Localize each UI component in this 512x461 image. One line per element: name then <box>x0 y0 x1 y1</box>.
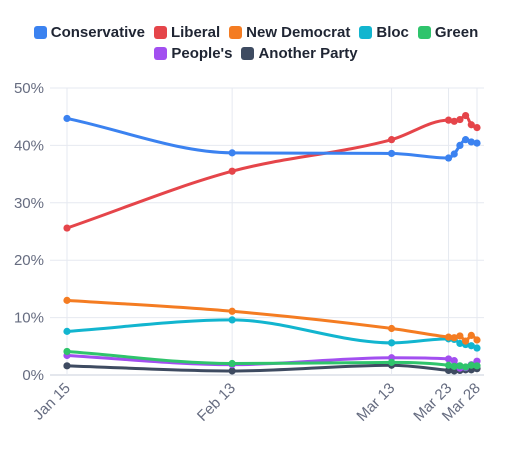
y-tick-label: 50% <box>14 80 44 97</box>
legend-swatch-bloc <box>359 26 373 39</box>
data-point-bloc <box>467 342 475 350</box>
data-point-bloc <box>63 327 71 335</box>
x-tick-label: Jan 15 <box>30 380 74 424</box>
data-point-conservative <box>473 139 481 147</box>
data-point-liberal <box>456 115 464 124</box>
y-tick-label: 0% <box>22 367 44 384</box>
y-tick-label: 20% <box>14 252 44 269</box>
data-point-bloc <box>387 339 396 347</box>
legend-item-peoples[interactable]: People's <box>154 43 232 64</box>
series-conservative <box>63 114 481 162</box>
legend-label-conservative: Conservative <box>50 24 145 41</box>
legend-swatch-new-democrat <box>229 26 243 39</box>
legend-item-another-party[interactable]: Another Party <box>241 43 358 64</box>
data-point-liberal <box>387 136 396 144</box>
y-tick-label: 30% <box>14 195 44 212</box>
series-line-new-democrat <box>65 298 479 343</box>
data-point-green <box>467 361 475 369</box>
series-line-liberal <box>65 114 479 230</box>
data-point-people-s <box>444 355 453 363</box>
data-point-new-democrat <box>450 334 458 342</box>
legend-item-new-democrat[interactable]: New Democrat <box>229 22 350 43</box>
data-point-green <box>462 363 470 371</box>
x-tick-label: Feb 13 <box>194 380 239 425</box>
series-line-another-party <box>65 363 479 373</box>
legend-row-2: People's Another Party <box>0 43 512 64</box>
series-new-democrat <box>63 296 481 345</box>
legend-item-green[interactable]: Green <box>417 22 479 43</box>
data-point-green <box>387 358 396 366</box>
legend-swatch-liberal <box>153 26 167 39</box>
data-point-conservative <box>467 138 475 146</box>
legend-label-bloc: Bloc <box>376 24 409 41</box>
legend-swatch-green <box>417 26 431 39</box>
data-point-conservative <box>456 141 464 149</box>
data-point-green <box>444 361 453 369</box>
data-point-new-democrat <box>456 332 464 340</box>
data-point-new-democrat <box>462 337 470 345</box>
data-point-another-party <box>63 362 71 370</box>
data-point-new-democrat <box>387 324 396 333</box>
data-point-liberal <box>450 117 458 125</box>
data-point-green <box>450 362 458 370</box>
data-point-new-democrat <box>228 307 236 315</box>
data-point-new-democrat <box>63 296 71 304</box>
legend-label-new-democrat: New Democrat <box>246 24 351 41</box>
data-point-another-party <box>444 366 453 375</box>
data-point-bloc <box>473 344 481 352</box>
series-line-conservative <box>65 116 479 160</box>
data-point-green <box>63 347 71 356</box>
data-point-conservative <box>228 149 236 157</box>
data-point-bloc <box>228 316 236 324</box>
data-point-people-s <box>450 357 458 365</box>
data-point-conservative <box>450 150 458 158</box>
data-point-green <box>228 359 236 368</box>
legend-label-peoples: People's <box>171 45 233 62</box>
legend-label-another-party: Another Party <box>258 45 358 62</box>
legend-row-1: Conservative Liberal New Democrat Bloc G… <box>0 22 512 43</box>
data-point-conservative <box>63 114 71 123</box>
data-point-new-democrat <box>467 331 475 339</box>
series-line-bloc <box>65 318 479 350</box>
data-point-new-democrat <box>473 336 481 344</box>
data-point-green <box>473 362 481 370</box>
legend-label-green: Green <box>434 24 479 41</box>
data-point-another-party <box>228 367 236 375</box>
data-point-liberal <box>63 224 71 232</box>
data-point-green <box>456 362 464 370</box>
data-point-bloc <box>456 339 464 348</box>
x-tick-label: Mar 13 <box>353 380 398 425</box>
y-tick-label: 10% <box>14 310 44 327</box>
data-point-conservative <box>387 149 396 158</box>
data-point-conservative <box>462 136 470 144</box>
legend-swatch-another-party <box>241 47 255 60</box>
data-point-liberal <box>228 167 236 175</box>
legend-swatch-peoples <box>154 47 168 60</box>
data-point-liberal <box>467 121 475 129</box>
legend-item-liberal[interactable]: Liberal <box>153 22 221 43</box>
data-point-liberal <box>444 116 453 124</box>
series-liberal <box>63 111 481 232</box>
data-point-new-democrat <box>444 333 453 341</box>
chart-legend: Conservative Liberal New Democrat Bloc G… <box>0 22 512 64</box>
legend-label-liberal: Liberal <box>170 24 221 41</box>
legend-swatch-conservative <box>33 26 47 39</box>
data-point-liberal <box>473 124 481 132</box>
data-point-conservative <box>444 154 453 162</box>
legend-item-bloc[interactable]: Bloc <box>359 22 409 43</box>
series-green <box>63 347 481 371</box>
legend-item-conservative[interactable]: Conservative <box>33 22 145 43</box>
data-point-liberal <box>462 111 470 120</box>
y-tick-label: 40% <box>14 137 44 154</box>
